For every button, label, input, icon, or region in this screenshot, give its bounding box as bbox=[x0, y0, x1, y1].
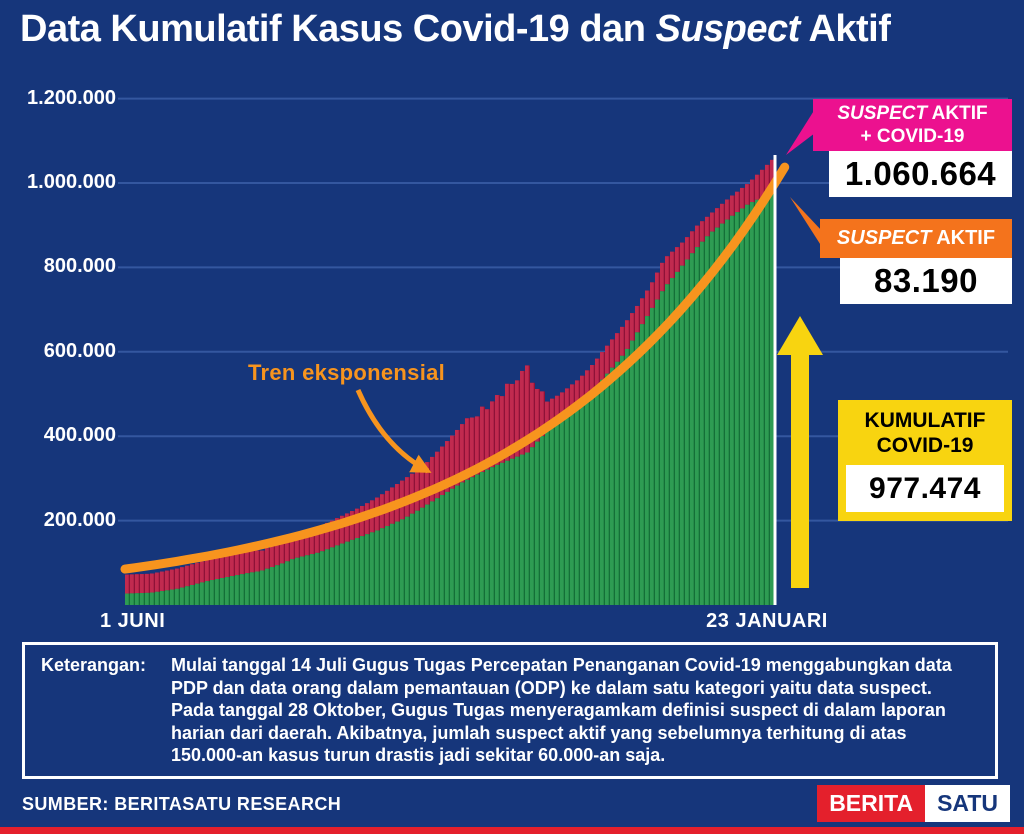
logo-berita: BERITA bbox=[817, 785, 926, 822]
callout-suspect-plus-covid-title: SUSPECT AKTIF + COVID-19 bbox=[813, 99, 1012, 152]
callout-kumulatif-covid: KUMULATIF COVID-19 977.474 bbox=[838, 400, 1012, 521]
page-title: Data Kumulatif Kasus Covid-19 dan Suspec… bbox=[20, 8, 891, 51]
trend-line bbox=[120, 162, 790, 574]
y-axis-label-1200000: 1.200.000 bbox=[27, 87, 116, 109]
callout-total-title-italic: SUSPECT bbox=[837, 103, 928, 124]
y-axis-label-800000: 800.000 bbox=[43, 255, 116, 277]
pointer-suspect-plus-covid bbox=[786, 109, 815, 155]
callout-suspect-plus-covid-value: 1.060.664 bbox=[829, 151, 1012, 198]
callout-suspect-aktif-value: 83.190 bbox=[840, 258, 1012, 304]
callout-suspect-title-rest: AKTIF bbox=[931, 227, 996, 249]
pointer-suspect-aktif bbox=[790, 197, 822, 247]
logo-satu: SATU bbox=[925, 785, 1010, 822]
y-axis-label-400000: 400.000 bbox=[43, 424, 116, 446]
title-italic-word: Suspect bbox=[655, 8, 800, 50]
x-axis-label-end: 23 JANUARI bbox=[706, 610, 828, 632]
x-axis-label-start: 1 JUNI bbox=[100, 610, 166, 632]
source-credit: SUMBER: BERITASATU RESEARCH bbox=[22, 794, 342, 814]
callout-suspect-title-italic: SUSPECT bbox=[836, 227, 932, 249]
trend-annotation-arrow bbox=[355, 388, 432, 474]
callout-suspect-plus-covid: SUSPECT AKTIF + COVID-19 1.060.664 bbox=[813, 99, 1012, 198]
y-axis-label-1000000: 1.000.000 bbox=[27, 171, 116, 193]
kumulatif-covid-arrow bbox=[777, 316, 823, 588]
y-axis-label-200000: 200.000 bbox=[43, 509, 116, 531]
bottom-red-strip bbox=[0, 827, 1024, 834]
title-part3: Aktif bbox=[799, 8, 891, 50]
callout-suspect-aktif-title: SUSPECT AKTIF bbox=[820, 219, 1012, 258]
keterangan-text: Mulai tanggal 14 Juli Gugus Tugas Percep… bbox=[171, 655, 952, 765]
y-axis-label-600000: 600.000 bbox=[43, 340, 116, 362]
covid-area bbox=[125, 193, 775, 606]
callout-kumulatif-covid-value: 977.474 bbox=[846, 464, 1004, 512]
callout-suspect-aktif: SUSPECT AKTIF 83.190 bbox=[820, 219, 1012, 304]
beritasatu-logo: BERITA SATU bbox=[817, 785, 1010, 822]
title-part1: Data Kumulatif Kasus Covid-19 dan bbox=[20, 8, 656, 50]
trend-annotation-label: Tren eksponensial bbox=[248, 360, 446, 385]
keterangan-box: Keterangan: Mulai tanggal 14 Juli Gugus … bbox=[22, 642, 998, 779]
keterangan-label: Keterangan: bbox=[41, 655, 147, 675]
callout-covid-title-line1: KUMULATIF bbox=[864, 409, 986, 432]
callout-covid-title-line2: COVID-19 bbox=[876, 433, 974, 457]
chart-plot-area bbox=[118, 97, 1008, 606]
callout-total-title-line2: + COVID-19 bbox=[860, 126, 965, 148]
callout-total-title-rest: AKTIF bbox=[927, 103, 988, 124]
